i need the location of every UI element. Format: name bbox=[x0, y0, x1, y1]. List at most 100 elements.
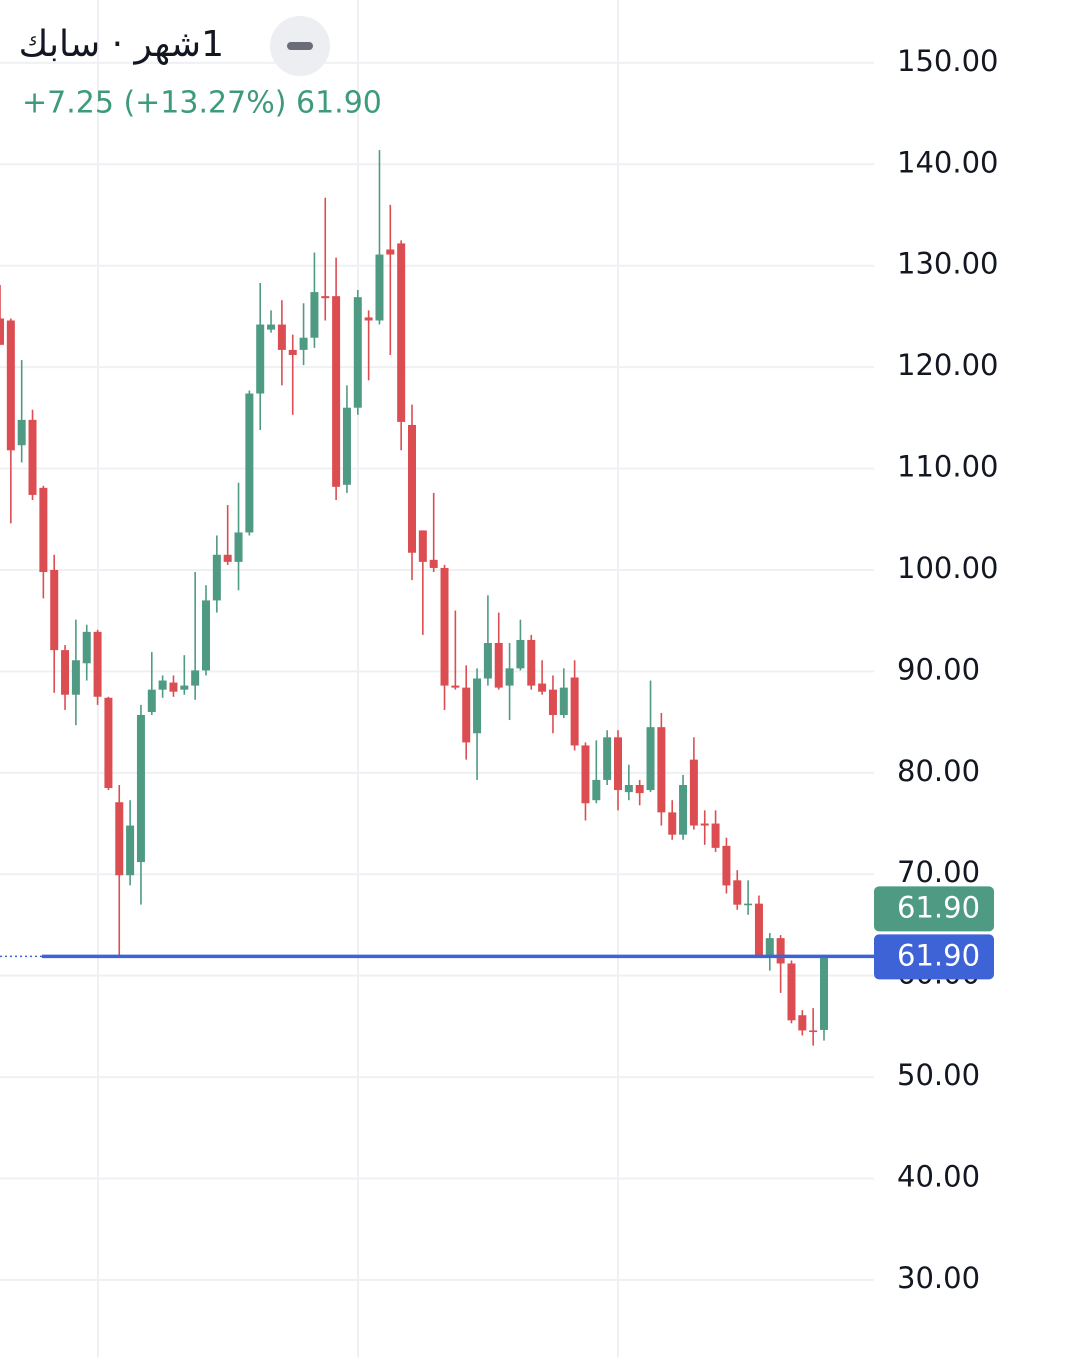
candle-body bbox=[689, 759, 698, 826]
candle-body bbox=[451, 685, 460, 688]
candle-body bbox=[310, 292, 319, 338]
candle-body bbox=[668, 812, 677, 835]
y-tick-label: 100.00 bbox=[897, 551, 998, 585]
candle-body bbox=[765, 938, 774, 956]
candle-body bbox=[624, 784, 633, 793]
crosshair-price-label: 61.90 bbox=[897, 938, 980, 972]
change-label: +7.25 (+13.27%) bbox=[22, 86, 286, 121]
y-tick-label: 140.00 bbox=[897, 145, 998, 179]
last-price-box bbox=[874, 886, 994, 932]
candle-body bbox=[462, 687, 471, 743]
candle-body bbox=[158, 680, 167, 690]
candle-body bbox=[798, 1015, 807, 1031]
candle-body bbox=[147, 689, 156, 712]
crosshair-price-box bbox=[874, 934, 994, 980]
candle-body bbox=[267, 324, 276, 330]
candle-body bbox=[776, 938, 785, 964]
candle-body bbox=[538, 683, 547, 692]
y-tick-label: 130.00 bbox=[897, 247, 998, 281]
y-tick-label: 70.00 bbox=[897, 855, 980, 889]
candle-body bbox=[342, 407, 351, 485]
candle-body bbox=[50, 569, 59, 651]
candle-body bbox=[787, 963, 796, 1021]
overlay: 30.0040.0050.0060.0070.0080.0090.00100.0… bbox=[0, 44, 998, 1295]
candle-body bbox=[17, 419, 26, 446]
y-tick-label: 110.00 bbox=[897, 450, 998, 484]
candle-body bbox=[191, 670, 200, 686]
y-tick-label: 80.00 bbox=[897, 754, 980, 788]
candle-body bbox=[559, 687, 568, 716]
candle-body bbox=[527, 639, 536, 686]
candle-body bbox=[28, 419, 37, 495]
last-price-label: 61.90 bbox=[897, 890, 980, 924]
candle-body bbox=[321, 296, 330, 299]
candle-body bbox=[722, 845, 731, 886]
candle-body bbox=[603, 737, 612, 780]
candle-body bbox=[418, 530, 427, 562]
y-tick-label: 30.00 bbox=[897, 1261, 980, 1295]
candle-body bbox=[223, 554, 232, 562]
candle-body bbox=[548, 689, 557, 716]
candle-body bbox=[754, 903, 763, 956]
price-label: 61.90 bbox=[296, 86, 382, 121]
candle-body bbox=[494, 643, 503, 688]
candle-body bbox=[375, 254, 384, 321]
candle-body bbox=[353, 297, 362, 408]
candle-body bbox=[711, 823, 720, 848]
candle-body bbox=[679, 784, 688, 835]
y-tick-label: 50.00 bbox=[897, 1058, 980, 1092]
candle-body bbox=[212, 554, 221, 601]
candle-body bbox=[288, 349, 297, 355]
minus-icon bbox=[287, 42, 313, 50]
candle-body bbox=[744, 903, 753, 906]
chart-title: 1شهر · سابك bbox=[19, 24, 224, 65]
y-tick-label: 150.00 bbox=[897, 44, 998, 78]
candle-body bbox=[429, 559, 438, 568]
candle-body bbox=[657, 727, 666, 813]
candle-body bbox=[256, 324, 265, 394]
candle-body bbox=[820, 956, 828, 1030]
candle-body bbox=[809, 1030, 818, 1033]
candle-body bbox=[408, 424, 416, 553]
candle-body bbox=[397, 243, 406, 422]
candle-body bbox=[581, 745, 590, 804]
candle-body bbox=[82, 631, 91, 664]
candle-body bbox=[6, 320, 15, 451]
candle-body bbox=[473, 678, 482, 734]
candle-body bbox=[245, 393, 254, 533]
candle-body bbox=[299, 337, 308, 350]
candle-body bbox=[0, 318, 4, 345]
grid bbox=[0, 61, 874, 1281]
candle-body bbox=[234, 532, 243, 562]
candle-body bbox=[104, 697, 113, 789]
candle-body bbox=[136, 715, 145, 863]
candle-body bbox=[570, 677, 579, 746]
candles bbox=[0, 150, 828, 1046]
candle-body bbox=[483, 643, 492, 679]
candle-body bbox=[592, 779, 601, 801]
candle-body bbox=[71, 660, 80, 695]
candle-body bbox=[505, 668, 514, 686]
candle-body bbox=[126, 825, 135, 876]
candle-body bbox=[39, 487, 48, 573]
candle-body bbox=[277, 324, 286, 350]
candle-body bbox=[614, 737, 622, 791]
candle-body bbox=[93, 631, 102, 697]
candle-body bbox=[202, 600, 210, 671]
y-tick-label: 120.00 bbox=[897, 348, 998, 382]
candle-body bbox=[700, 823, 709, 826]
y-tick-label: 40.00 bbox=[897, 1160, 980, 1194]
candle-body bbox=[364, 317, 373, 321]
y-tick-label: 90.00 bbox=[897, 652, 980, 686]
candle-body bbox=[169, 682, 178, 692]
candle-body bbox=[386, 249, 395, 255]
candle-body bbox=[440, 567, 449, 686]
candle-body bbox=[635, 784, 644, 794]
candle-body bbox=[516, 639, 525, 669]
candle-body bbox=[115, 802, 124, 876]
candle-body bbox=[180, 685, 189, 690]
candle-body bbox=[733, 880, 742, 905]
candle-body bbox=[646, 727, 655, 791]
